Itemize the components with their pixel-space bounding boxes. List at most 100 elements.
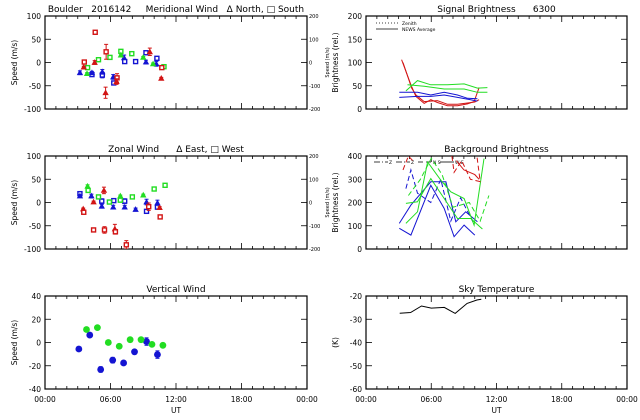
data-point-square xyxy=(101,227,108,233)
x-tick-label: 12:00 xyxy=(165,395,187,404)
x-tick-label: 06:00 xyxy=(420,395,442,404)
data-point-triangle xyxy=(140,54,147,60)
legend-label: Z xyxy=(411,160,414,166)
chart-title: Sky Temperature xyxy=(459,285,535,295)
vertical-wind-panel: 00:00 06:00 12:00 18:00 00:00-40-2002040Vert… xyxy=(10,285,318,415)
y-tick-label: -50 xyxy=(350,362,362,371)
data-point-square xyxy=(99,198,105,204)
y-axis-label: (K) xyxy=(331,337,340,348)
y-tick-label: 300 xyxy=(348,175,363,184)
y2-tick-label: 0 xyxy=(309,201,312,207)
data-point-triangle xyxy=(149,60,157,67)
data-point xyxy=(159,341,167,349)
y-tick-label: -20 xyxy=(29,362,41,371)
y2-tick-label: 200 xyxy=(309,154,319,160)
y-tick-label: -40 xyxy=(29,385,41,394)
y-tick-label: -50 xyxy=(29,222,41,231)
y-tick-label: 50 xyxy=(31,35,41,44)
y2-tick-label: 100 xyxy=(309,37,319,43)
x-tick-label: 00:00 xyxy=(34,395,56,404)
y-tick-label: -100 xyxy=(24,245,41,254)
data-point-triangle xyxy=(146,48,153,55)
data-point-square xyxy=(129,194,136,200)
legend-label: W E xyxy=(455,160,464,166)
data-point-square xyxy=(112,229,119,235)
data-point-triangle xyxy=(98,202,105,209)
data-point xyxy=(109,356,117,364)
data-point-square xyxy=(111,197,117,204)
y-tick-label: -20 xyxy=(350,292,362,301)
plot-frame xyxy=(365,155,628,250)
data-point xyxy=(83,326,90,333)
data-point-triangle xyxy=(80,63,87,70)
y2-tick-label: 100 xyxy=(309,177,319,183)
series-blue-3 xyxy=(405,168,475,224)
series-line xyxy=(455,160,480,180)
data-point-square xyxy=(151,186,157,192)
legend-label: Zenith xyxy=(402,21,417,27)
data-point xyxy=(97,366,105,373)
data-point-triangle xyxy=(88,69,96,76)
meridional-wind-panel: -100 -50 0 50 100 -200 -100 0 100 200 Speed (m/s) B… xyxy=(10,5,331,114)
x-tick-label: 00:00 xyxy=(355,395,377,404)
data-point-triangle xyxy=(140,191,147,198)
y-tick-label: 0 xyxy=(357,105,362,114)
data-point-triangle xyxy=(102,89,109,96)
y-tick-label: 100 xyxy=(348,59,363,68)
y2-tick-label: -100 xyxy=(309,84,320,90)
y-axis-label: Speed (m/s) xyxy=(10,320,19,366)
data-point-triangle xyxy=(88,192,95,199)
x-axis-label: UT xyxy=(491,406,501,415)
data-point-triangle xyxy=(83,70,91,77)
y-tick-label: 0 xyxy=(36,59,41,68)
series-line xyxy=(399,94,478,102)
data-point-square xyxy=(92,29,98,35)
data-point-triangle xyxy=(99,68,106,75)
y2-axis-label: Speed (m/s) xyxy=(325,47,331,77)
y-tick-label: 20 xyxy=(31,315,41,324)
y-tick-label: 100 xyxy=(348,222,363,231)
data-point-square xyxy=(132,58,139,65)
series-blue xyxy=(76,190,161,215)
legend-label: N S xyxy=(433,160,441,166)
data-point-square xyxy=(107,54,113,61)
data-point-square xyxy=(95,57,102,63)
data-point-square xyxy=(121,58,128,65)
series-green xyxy=(84,182,168,205)
series-green xyxy=(83,48,167,77)
series-line xyxy=(405,177,483,230)
series-green-2 xyxy=(407,84,488,93)
x-tick-label: 18:00 xyxy=(231,395,253,404)
y-tick-label: 200 xyxy=(348,12,363,21)
series-red-2 xyxy=(451,156,481,183)
series-red-3 xyxy=(455,160,480,180)
data-point-square xyxy=(157,214,163,220)
y-axis-label: Brightness (rel.) xyxy=(331,172,340,232)
series-red xyxy=(80,186,163,249)
series-blue-2 xyxy=(399,94,478,102)
series-line xyxy=(399,91,478,100)
series-line xyxy=(399,184,476,238)
series-line xyxy=(407,157,490,223)
y2-tick-label: -100 xyxy=(309,224,320,230)
series-sky-temp xyxy=(399,298,482,315)
series-green-1 xyxy=(405,177,483,230)
series-blue-1 xyxy=(399,91,478,100)
y-tick-label: -60 xyxy=(350,385,362,394)
x-tick-label: 06:00 xyxy=(100,395,122,404)
data-point xyxy=(120,359,127,367)
series-blue xyxy=(75,331,161,373)
data-point-triangle xyxy=(76,69,84,76)
series-blue-1 xyxy=(399,184,476,238)
data-point xyxy=(104,339,112,346)
y-tick-label: 0 xyxy=(357,245,362,254)
data-point-square xyxy=(95,194,102,200)
data-point-triangle xyxy=(117,192,124,199)
series-line xyxy=(398,181,478,224)
x-tick-label: 12:00 xyxy=(486,395,508,404)
chart-title: Signal Brightness 6300 xyxy=(437,5,556,15)
background-brightness-panel: 0 100 200 300 400 Background Brightness Bright… xyxy=(331,145,628,254)
data-point-triangle xyxy=(117,51,125,58)
data-point xyxy=(126,336,134,344)
